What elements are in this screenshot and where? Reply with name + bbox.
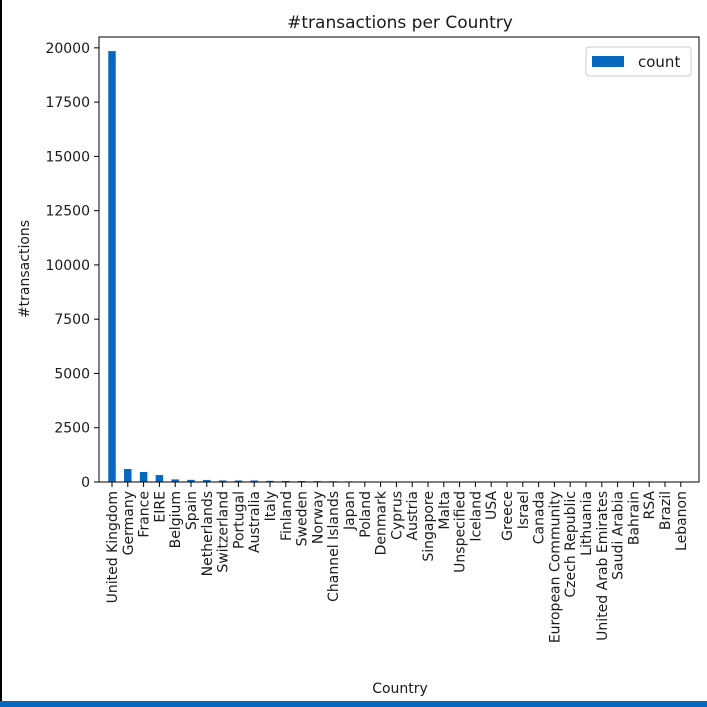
x-tick-label: Switzerland [216,491,232,573]
y-tick-label: 17500 [45,95,90,111]
bar [266,480,274,482]
bar [155,475,164,482]
x-tick-label: Spain [184,491,200,530]
x-tick-label: Israel [516,491,532,529]
y-tick-label: 20000 [45,41,90,57]
x-tick-label: Netherlands [200,491,216,576]
bar [124,468,132,482]
y-tick-label: 2500 [54,421,90,437]
x-axis-ticks: United Kingdom Germany France EIRE Belgium Sp… [105,482,690,643]
x-tick-label: Japan [342,491,358,531]
x-tick-label: Lebanon [674,491,690,551]
legend-box [585,46,692,77]
x-tick-label: EIRE [152,491,168,523]
bar [187,479,195,482]
y-axis-label: #transactions [17,220,33,318]
x-tick-label: USA [484,491,500,520]
x-tick-label: Belgium [168,491,184,548]
y-tick-label: 12500 [45,204,90,220]
x-tick-label: Germany [121,491,137,555]
x-tick-label: Portugal [231,491,247,549]
x-tick-label: United Kingdom [105,491,121,603]
x-tick-label: Brazil [658,491,674,530]
y-tick-label: 5000 [54,366,90,382]
x-tick-label: Canada [532,491,548,544]
bar [203,479,211,482]
x-tick-label: Iceland [468,491,484,542]
y-axis-ticks: 0 2500 5000 7500 10000 12500 15000 17500 20000 [45,41,99,491]
x-tick-label: Italy [263,491,279,521]
chart-title: #transactions per Country [287,13,513,33]
x-tick-label: Malta [437,491,453,530]
legend: count [585,46,692,77]
bottom-accent-bar [0,701,707,707]
x-tick-label: Austria [405,491,421,540]
x-tick-label: Channel Islands [326,491,342,602]
x-tick-label: Singapore [421,491,437,562]
axes-box [98,36,700,483]
bar [234,480,243,482]
bar [171,479,179,482]
x-tick-label: Poland [358,491,374,538]
y-tick-label: 10000 [45,258,90,274]
x-tick-label: European Community [547,491,563,643]
x-tick-label: Saudi Arabia [611,491,627,580]
legend-swatch [592,56,624,67]
x-tick-label: Finland [279,491,295,541]
x-tick-label: Denmark [374,490,390,555]
x-tick-label: Lithuania [579,491,595,556]
bar [250,480,258,482]
x-tick-label: Bahrain [626,491,642,545]
x-tick-label: Norway [310,491,326,544]
x-tick-label: France [137,491,153,538]
x-tick-label: Cyprus [389,491,405,540]
x-tick-label: Greece [500,491,516,541]
x-axis-label: Country [372,681,428,697]
bar [282,480,290,482]
x-tick-label: United Arab Emirates [595,491,611,641]
x-tick-label: RSA [642,491,658,520]
bar [139,472,148,482]
x-tick-label: Australia [247,491,263,553]
bar [218,480,227,482]
x-tick-label: Sweden [295,491,311,546]
y-tick-label: 15000 [45,149,90,165]
y-tick-label: 0 [81,475,90,491]
x-tick-label: Czech Republic [563,491,579,598]
legend-label: count [638,53,680,71]
bar [108,51,116,483]
bars-group [108,51,685,483]
x-tick-label: Unspecified [453,491,469,573]
y-tick-label: 7500 [54,312,90,328]
